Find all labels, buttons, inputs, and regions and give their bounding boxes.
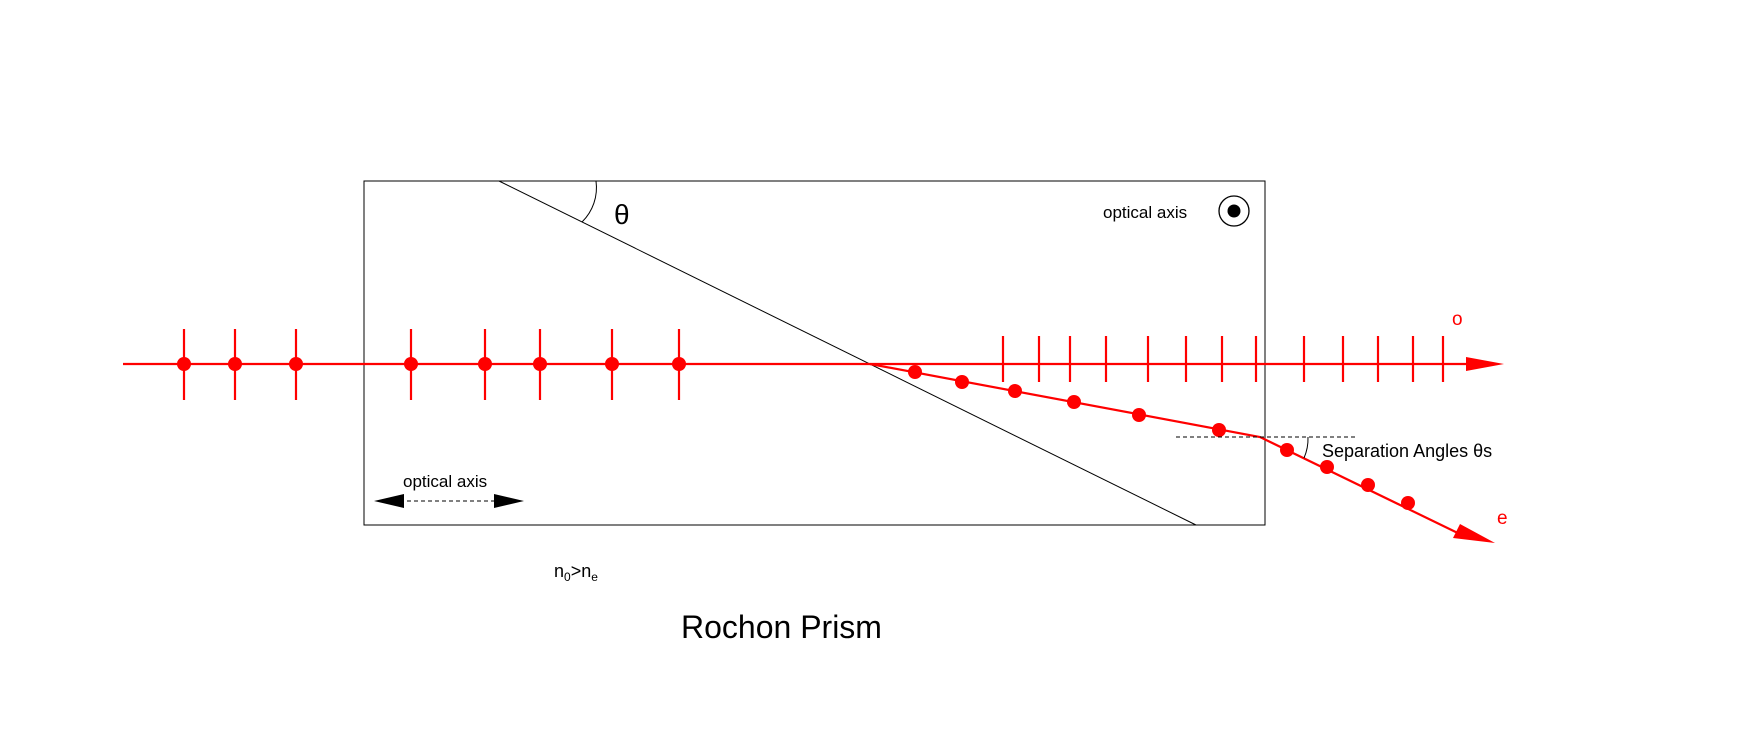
optical-axis-top-label: optical axis xyxy=(1103,203,1187,222)
marker-dot xyxy=(605,357,619,371)
marker-dot xyxy=(1320,460,1334,474)
marker-dot xyxy=(289,357,303,371)
marker-dot xyxy=(228,357,242,371)
ray-e-label: e xyxy=(1497,508,1508,529)
marker-dot xyxy=(1280,443,1294,457)
theta-label: θ xyxy=(614,199,630,230)
marker-dot xyxy=(1067,395,1081,409)
extraordinary-polarization-dots xyxy=(908,365,1415,510)
prism-outline xyxy=(363,180,1266,526)
ordinary-ray xyxy=(123,357,1504,371)
marker-dot xyxy=(478,357,492,371)
theta-arc xyxy=(581,180,597,223)
circled-dot-icon xyxy=(1218,195,1250,227)
diagram-title: Rochon Prism xyxy=(681,609,882,645)
marker-dot xyxy=(404,357,418,371)
prism-interface-line xyxy=(498,180,1197,526)
ray-o-label: o xyxy=(1452,309,1463,330)
ordinary-ray-arrowhead xyxy=(1466,357,1504,371)
separation-angle-arc xyxy=(1303,436,1309,459)
double-arrow-icon xyxy=(374,494,524,508)
marker-dot xyxy=(672,357,686,371)
incident-polarization-markers xyxy=(177,329,686,400)
ordinary-polarization-bars xyxy=(1001,336,1445,382)
marker-dot xyxy=(908,365,922,379)
marker-dot xyxy=(1361,478,1375,492)
index-relation: n0>ne xyxy=(554,561,598,584)
extraordinary-ray-arrowhead xyxy=(1453,524,1495,543)
marker-dot xyxy=(1008,384,1022,398)
marker-dot xyxy=(955,375,969,389)
marker-dot xyxy=(177,357,191,371)
optical-axis-bottom-label: optical axis xyxy=(403,472,487,491)
marker-dot xyxy=(533,357,547,371)
marker-dot xyxy=(1212,423,1226,437)
marker-dot xyxy=(1132,408,1146,422)
separation-angle-label: Separation Angles θs xyxy=(1322,441,1492,461)
marker-dot xyxy=(1401,496,1415,510)
